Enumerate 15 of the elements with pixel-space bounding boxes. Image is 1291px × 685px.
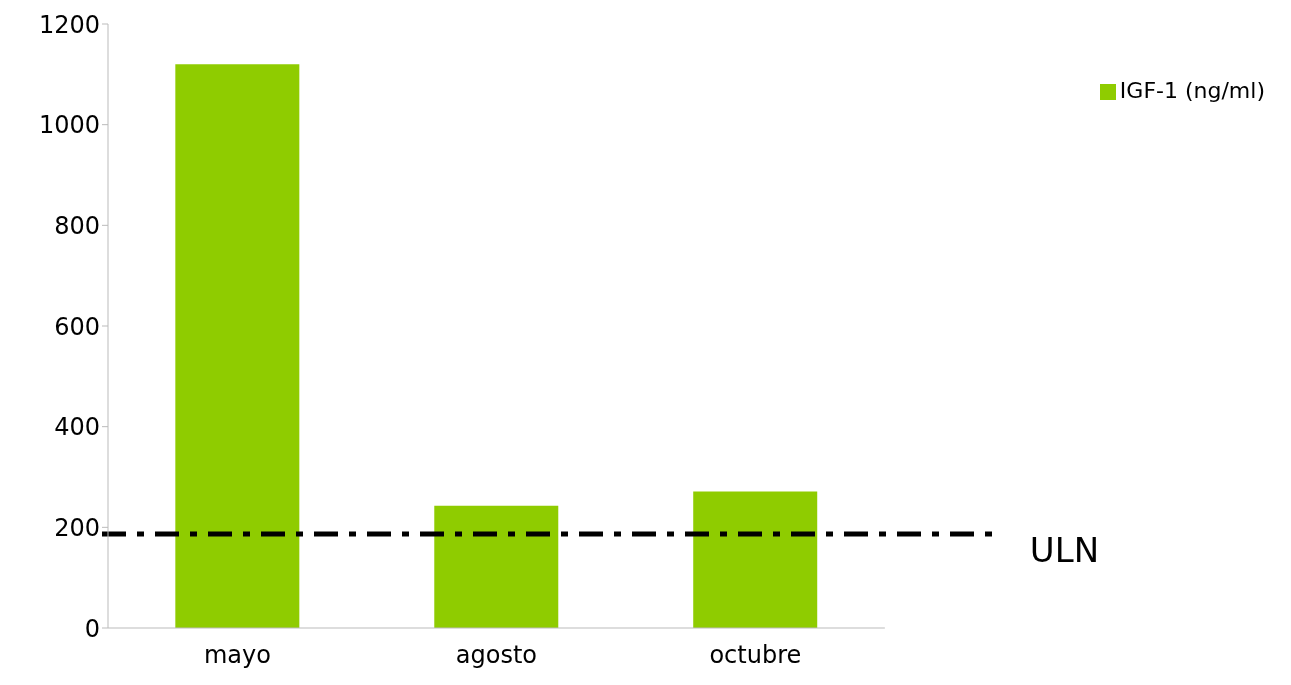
x-tick-label: agosto bbox=[455, 641, 538, 670]
x-tick-label: mayo bbox=[203, 641, 271, 670]
bar bbox=[434, 505, 559, 628]
y-tick-label: 0 bbox=[84, 614, 100, 643]
y-tick-label: 800 bbox=[54, 211, 100, 240]
bar bbox=[175, 64, 300, 628]
bar bbox=[693, 491, 818, 628]
ref-line-label: ULN bbox=[1029, 529, 1100, 570]
y-tick-label: 600 bbox=[54, 312, 100, 341]
y-tick-label: 200 bbox=[54, 513, 100, 542]
x-tick-label: octubre bbox=[709, 641, 802, 670]
legend-label: IGF-1 (ng/ml) bbox=[1119, 78, 1265, 103]
y-tick-label: 400 bbox=[54, 413, 100, 442]
y-tick-label: 1000 bbox=[38, 111, 100, 140]
y-tick-label: 1200 bbox=[38, 10, 100, 39]
